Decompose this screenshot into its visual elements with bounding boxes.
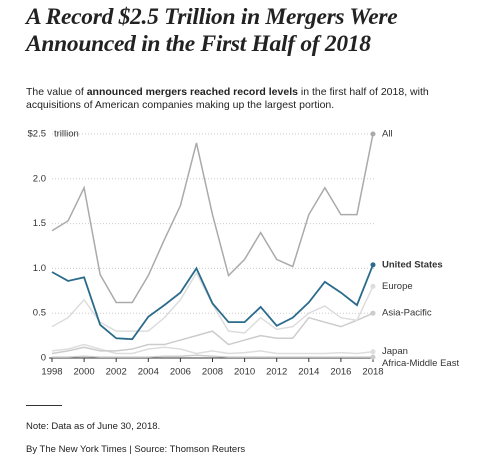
end-dot (370, 262, 376, 268)
x-tick-label: 1998 (41, 367, 62, 378)
y-unit: trillion (54, 129, 79, 140)
series-label: United States (382, 259, 443, 270)
end-dot (370, 354, 376, 360)
series-line (51, 343, 374, 355)
x-tick-label: 2000 (74, 367, 95, 378)
end-dot (370, 349, 376, 355)
x-tick-label: 2018 (362, 367, 383, 378)
series-line (51, 133, 374, 304)
y-tick-label: 1.0 (33, 263, 46, 274)
title-line: A Record $2.5 Trillion in Mergers Were (26, 4, 398, 30)
y-tick-label: 0 (41, 353, 46, 364)
series-label: Europe (382, 281, 413, 292)
series-label: Africa-Middle East (382, 358, 459, 369)
end-dot (370, 310, 376, 316)
series-line (51, 312, 374, 355)
subtitle-text: The value of (26, 86, 87, 98)
series-label: Asia-Pacific (382, 308, 432, 319)
note: Note: Data as of June 30, 2018. (26, 421, 161, 432)
series-line (51, 264, 374, 341)
subtitle-bold: announced mergers reached record levels (86, 86, 298, 98)
separator (26, 405, 62, 406)
chart-title: A Record $2.5 Trillion in Mergers Were A… (26, 4, 398, 58)
subtitle: The value of announced mergers reached r… (26, 86, 466, 112)
chart: 0 0.5 1.0 1.5 2.0 $2.5 trillion 1998 2000 2002 200… (28, 129, 460, 378)
x-tick-label: 2012 (266, 367, 287, 378)
x-tick-label: 2006 (170, 367, 191, 378)
end-dot (370, 283, 376, 289)
x-tick-label: 2008 (202, 367, 223, 378)
title-line: Announced in the First Half of 2018 (26, 31, 371, 57)
x-tick-label: 2014 (298, 367, 319, 378)
x-tick-label: 2002 (106, 367, 127, 378)
series-line (52, 354, 373, 358)
source: By The New York Times | Source: Thomson … (26, 444, 246, 455)
x-tick-label: 2016 (330, 367, 351, 378)
end-dot (370, 131, 376, 137)
subtitle-text: in the first half of 2018, with acquisit… (26, 86, 429, 111)
y-tick-label: 0.5 (33, 308, 46, 319)
series-label: Japan (382, 346, 408, 357)
series-label: All (382, 129, 393, 140)
y-tick-label: 1.5 (33, 218, 46, 229)
y-tick-label: 2.0 (33, 173, 46, 184)
y-tick-label: $2.5 (28, 129, 47, 140)
x-tick-label: 2010 (234, 367, 255, 378)
x-tick-label: 2004 (138, 367, 159, 378)
